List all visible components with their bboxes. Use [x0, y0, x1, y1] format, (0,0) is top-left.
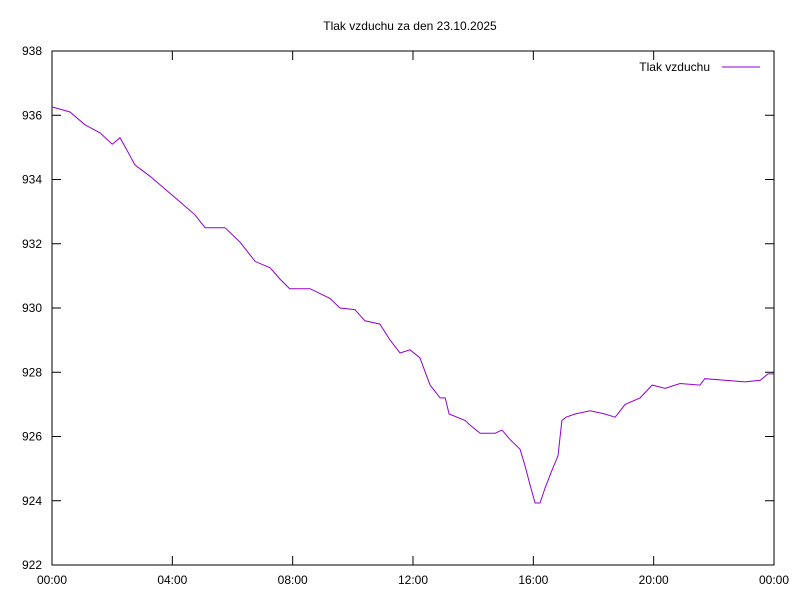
- y-tick-label: 922: [22, 558, 42, 572]
- y-tick-label: 930: [22, 301, 42, 315]
- y-tick-label: 938: [22, 44, 42, 58]
- y-tick-label: 924: [22, 494, 42, 508]
- y-tick-label: 928: [22, 365, 42, 379]
- x-tick-label: 00:00: [37, 573, 67, 587]
- axis-ticks: 922 924 926 928 930 932 934 936 938 00:00 04:00 08:…: [22, 44, 789, 587]
- plot-frame: [51, 50, 775, 566]
- y-tick-label: 934: [22, 173, 42, 187]
- series-group: [51, 106, 774, 504]
- y-tick-label: 926: [22, 430, 42, 444]
- legend: Tlak vzduchu: [639, 60, 760, 74]
- x-tick-label: 12:00: [398, 573, 428, 587]
- x-tick-label: 08:00: [278, 573, 308, 587]
- x-tick-label: 20:00: [639, 573, 669, 587]
- y-tick-label: 936: [22, 108, 42, 122]
- x-tick-label: 16:00: [518, 573, 548, 587]
- legend-label: Tlak vzduchu: [639, 60, 710, 74]
- x-tick-label: 04:00: [157, 573, 187, 587]
- series-line: [51, 106, 774, 504]
- chart-title: Tlak vzduchu za den 23.10.2025: [323, 19, 497, 33]
- x-tick-label: 00:00: [759, 573, 789, 587]
- y-tick-label: 932: [22, 237, 42, 251]
